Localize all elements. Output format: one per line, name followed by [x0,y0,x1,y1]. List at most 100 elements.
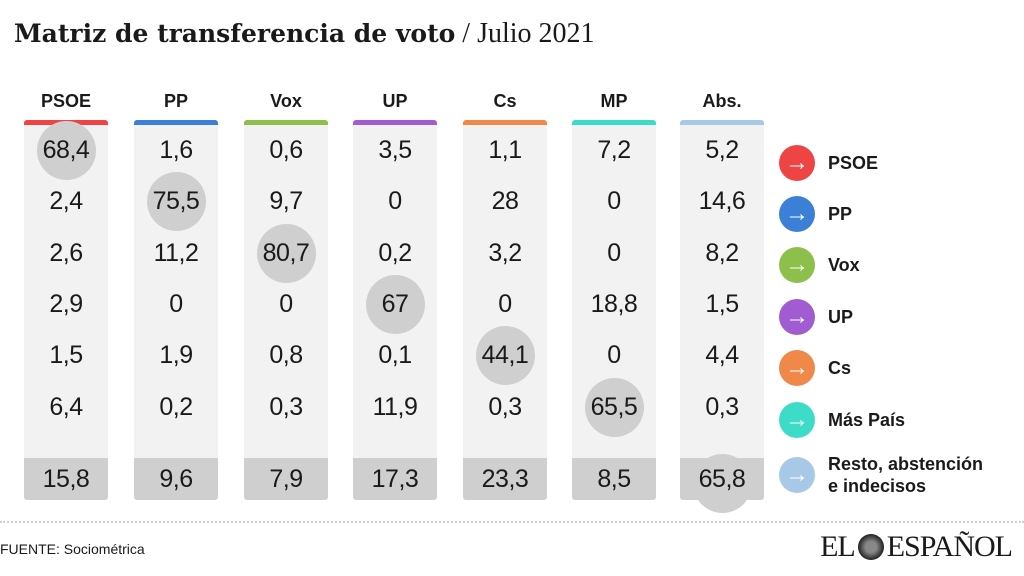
cell-value: 0,2 [378,238,412,267]
column-up: UP 3,5 0 0,2 67 0,1 11,9 17,3 [353,88,437,500]
cell-value: 0,8 [269,341,303,370]
table-cell: 0,8 [244,330,328,381]
column-header: Abs. [702,91,742,111]
cell-value: 0,3 [705,392,739,421]
arrow-right-icon: → [779,299,815,335]
legend-item: → Cs [779,350,851,386]
column-color-bar [463,120,547,125]
table-cell: 80,7 [244,223,328,283]
table-cell: 11,9 [353,382,437,433]
table-cell: 0 [463,279,547,330]
title-main: Matriz de transferencia de voto [14,19,456,48]
cell-value: 4,4 [705,341,739,370]
cell-value: 1,6 [159,136,193,164]
cell-value: 80,7 [262,238,310,267]
cell-value: 68,4 [42,136,90,164]
table-cell: 75,5 [134,172,218,232]
cell-value: 23,3 [481,465,529,493]
diagonal-highlight [366,274,425,334]
legend-label: UP [828,307,854,327]
diagonal-highlight [147,172,206,232]
cell-value: 2,9 [49,289,83,318]
column-header: PSOE [40,91,92,111]
chart-title: Matriz de transferencia de voto / Julio … [14,18,595,50]
table-cell: 0 [572,176,656,227]
cell-value: 67 [381,289,409,318]
table-cell: 28 [463,176,547,227]
diagonal-highlight [693,454,752,513]
cell-value: 17,3 [371,465,419,493]
column-header: PP [163,91,188,111]
table-cell: 7,9 [244,458,328,500]
table-cell: 1,6 [134,125,218,176]
table-cell: 15,8 [24,458,108,500]
legend-item: → Resto, abstención e indecisos [779,453,998,497]
table-cell: 2,4 [24,176,108,227]
table-cell: 1,1 [463,125,547,176]
cell-value: 15,8 [42,465,90,493]
table-cell: 0,6 [244,125,328,176]
diagonal-highlight [476,326,535,386]
legend-label: Vox [828,255,860,275]
table-cell: 44,1 [463,326,547,386]
legend-item: → Más País [779,402,905,438]
legend-item: → Vox [779,247,860,283]
column-header: UP [382,91,408,111]
table-cell: 1,9 [134,330,218,381]
column-mp: MP 7,2 0 0 18,8 0 65,5 8,5 [572,88,656,500]
table-cell: 0 [244,279,328,330]
cell-value: 44,1 [481,341,529,370]
cell-value: 7,2 [597,136,631,164]
cell-value: 11,2 [153,238,199,267]
column-color-bar [134,120,218,125]
divider [0,521,1024,523]
cell-value: 28 [491,187,519,216]
cell-value: 1,5 [49,341,83,370]
diagonal-highlight [585,377,644,437]
cell-value: 0 [498,289,512,318]
table-cell: 68,4 [24,121,108,180]
table-cell: 23,3 [463,458,547,500]
cell-value: 0,2 [159,392,193,421]
cell-value: 5,2 [705,136,739,164]
cell-value: 0 [607,187,621,216]
legend-label: PP [828,204,853,224]
table-cell: 0,3 [463,382,547,433]
table-cell: 0 [572,228,656,279]
cell-value: 8,2 [705,238,739,267]
arrow-right-icon: → [779,402,815,438]
cell-value: 1,1 [488,136,522,164]
column-cs: Cs 1,1 28 3,2 0 44,1 0,3 23,3 [463,88,547,500]
legend-label: Resto, abstención e indecisos [828,454,984,496]
column-color-bar [572,120,656,125]
column-abs: Abs. 5,2 14,6 8,2 1,5 4,4 0,3 65,8 [680,88,764,513]
cell-value: 9,6 [159,465,193,493]
cell-value: 14,6 [698,187,746,216]
cell-value: 0,3 [488,392,522,421]
table-cell: 3,2 [463,228,547,279]
cell-value: 1,5 [705,289,739,318]
cell-value: 3,2 [488,238,522,267]
table-cell: 11,2 [134,228,218,279]
table-cell: 4,4 [680,330,764,381]
table-cell: 0,1 [353,330,437,381]
column-vox: Vox 0,6 9,7 80,7 0 0,8 0,3 7,9 [244,88,328,500]
column-color-bar [353,120,437,125]
arrow-right-icon: → [779,247,815,283]
column-background [24,125,108,492]
diagonal-highlight [257,223,316,283]
column-header: Vox [270,91,302,111]
table-cell: 1,5 [680,279,764,330]
arrow-right-icon: → [779,145,815,181]
table-cell: 9,6 [134,458,218,500]
cell-value: 0 [169,289,183,318]
cell-value: 6,4 [49,392,83,421]
legend-item: → UP [779,299,853,335]
table-cell: 5,2 [680,125,764,176]
cell-value: 75,5 [152,187,200,216]
table-cell: 7,2 [572,125,656,176]
table-cell: 2,6 [24,228,108,279]
column-psoe: PSOE 68,4 2,4 2,6 2,9 1,5 6,4 15,8 [24,88,108,500]
table-cell: 18,8 [572,279,656,330]
column-header: MP [600,91,628,111]
